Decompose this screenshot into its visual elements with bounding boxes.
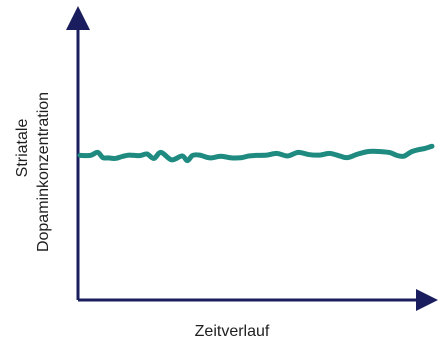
x-axis-arrowhead [416, 289, 438, 311]
labels: Zeitverlauf Striatale Dopaminkonzentrati… [14, 92, 270, 340]
series-layer [77, 143, 435, 164]
y-axis-label-line-2: Dopaminkonzentration [35, 92, 52, 252]
series-line-0 [77, 143, 435, 164]
y-axis-label-line-1: Striatale [14, 119, 31, 178]
axes [66, 6, 438, 311]
y-axis-arrowhead [66, 6, 90, 30]
x-axis-label: Zeitverlauf [195, 323, 270, 340]
